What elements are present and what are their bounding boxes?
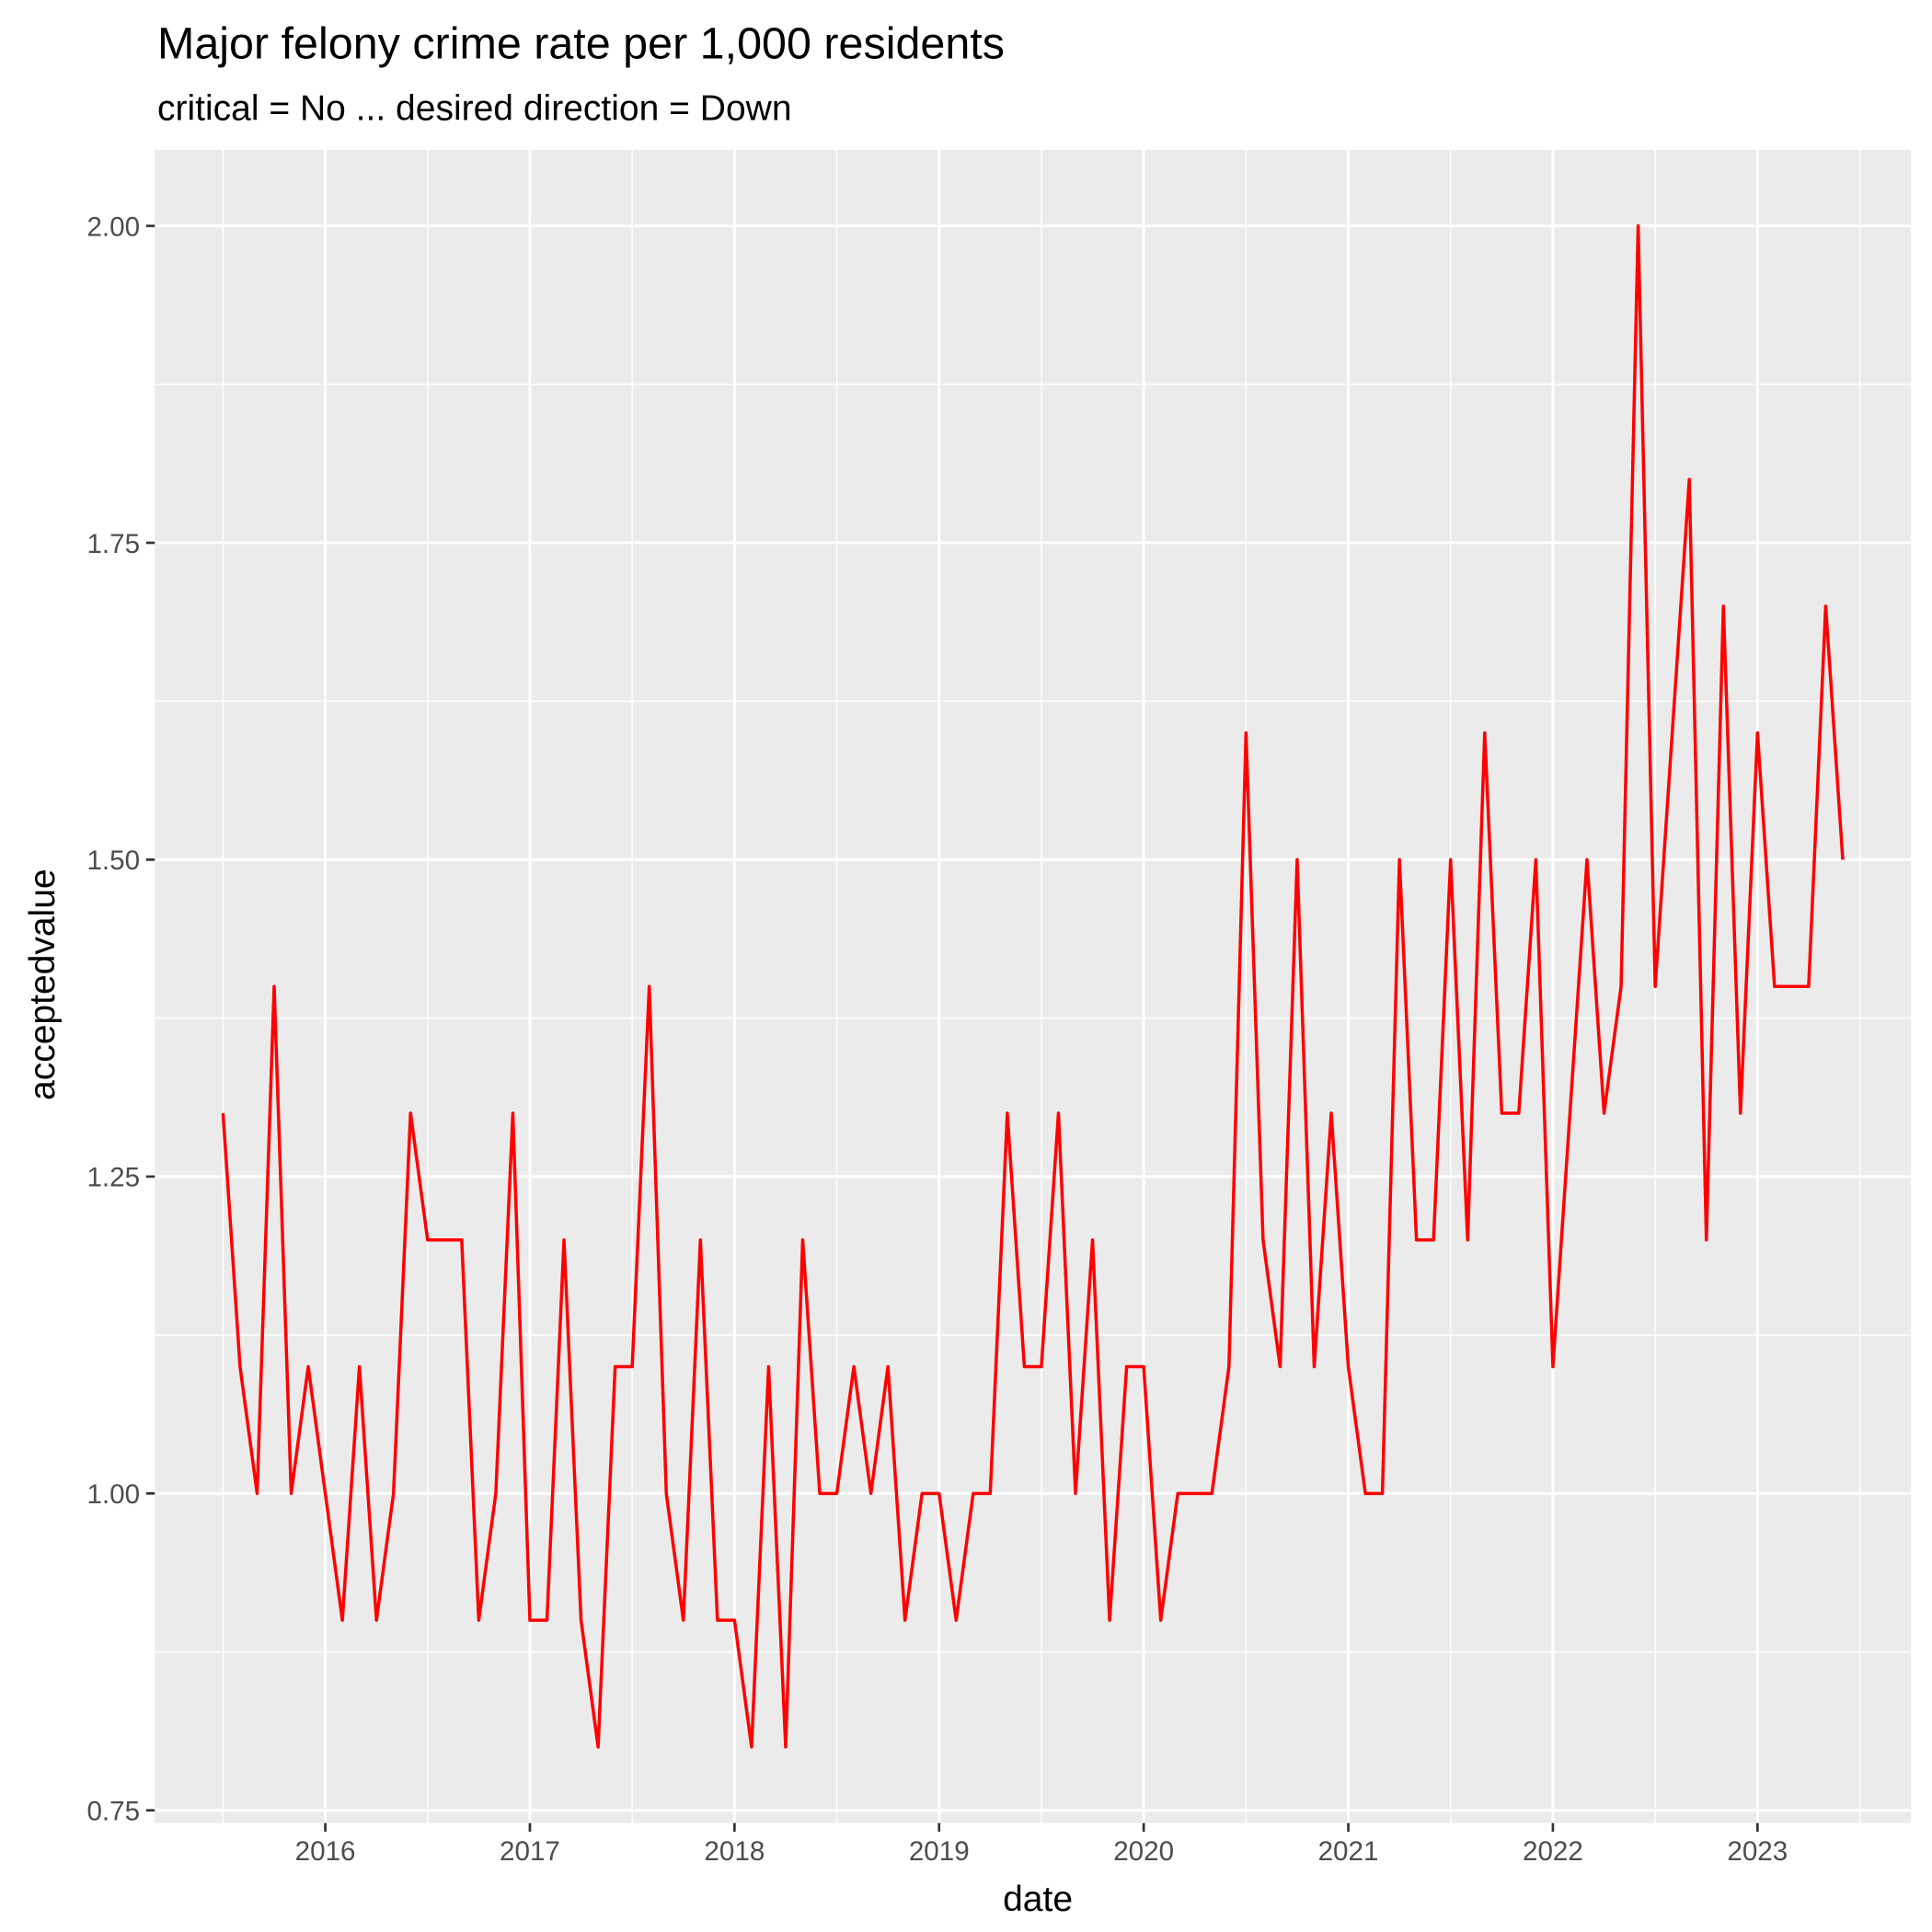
x-tick-label: 2018 — [704, 1836, 765, 1867]
chart-title: Major felony crime rate per 1,000 reside… — [157, 18, 1005, 68]
y-tick-label: 1.25 — [86, 1163, 140, 1193]
y-tick-label: 1.00 — [86, 1479, 140, 1510]
plot: 0.75 1.00 1.25 1.50 1.75 2.00 2016 2017 2018 2019… — [86, 149, 1912, 1867]
x-tick-label: 2016 — [295, 1836, 356, 1867]
data-line — [221, 224, 1845, 1749]
panel — [155, 149, 1912, 1823]
y-axis-label: acceptedvalue — [23, 868, 63, 1100]
y-tick-label: 2.00 — [86, 212, 140, 242]
x-axis-label: date — [1003, 1880, 1073, 1919]
chart-subtitle: critical = No ... desired direction = Do… — [157, 89, 792, 129]
x-tick-label: 2020 — [1113, 1836, 1174, 1867]
y-tick-label: 0.75 — [86, 1797, 140, 1827]
y-tick-label: 1.75 — [86, 529, 140, 559]
x-tick-label: 2017 — [500, 1836, 560, 1867]
y-tick-label: 1.50 — [86, 845, 140, 876]
x-tick-label: 2023 — [1727, 1836, 1788, 1867]
x-tick-label: 2021 — [1318, 1836, 1379, 1867]
x-tick-label: 2022 — [1523, 1836, 1583, 1867]
x-tick-label: 2019 — [909, 1836, 970, 1867]
